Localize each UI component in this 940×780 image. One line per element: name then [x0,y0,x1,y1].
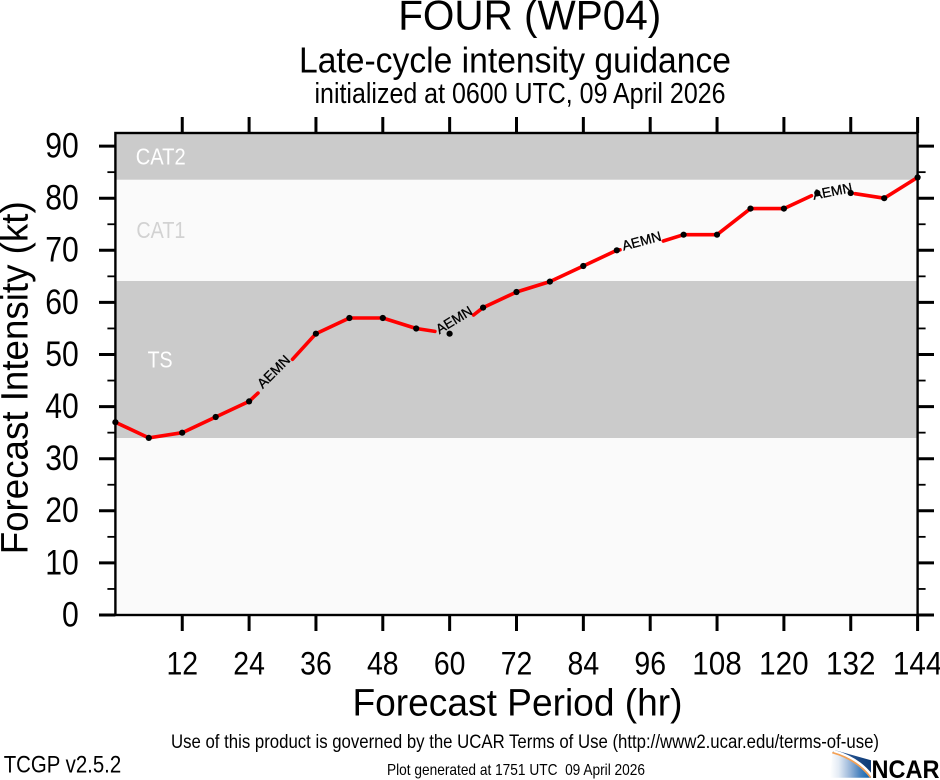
svg-text:initialized at 0600 UTC, 09 Ap: initialized at 0600 UTC, 09 April 2026 [315,78,726,110]
svg-text:CAT2: CAT2 [136,144,186,170]
svg-text:72: 72 [501,645,533,681]
svg-text:132: 132 [826,645,876,681]
svg-text:Forecast Period (hr): Forecast Period (hr) [353,682,683,724]
svg-text:Late-cycle intensity guidance: Late-cycle intensity guidance [299,39,731,80]
svg-text:70: 70 [45,231,79,270]
svg-text:30: 30 [45,439,79,478]
svg-text:60: 60 [434,645,466,681]
svg-text:10: 10 [45,543,79,582]
svg-text:108: 108 [692,645,742,681]
svg-text:Forecast Intensity (kt): Forecast Intensity (kt) [0,201,37,554]
svg-text:Use of this product is governe: Use of this product is governed by the U… [171,732,879,753]
svg-text:120: 120 [759,645,809,681]
svg-text:50: 50 [45,335,79,374]
svg-text:NCAR: NCAR [872,756,940,780]
svg-text:TS: TS [148,347,173,373]
svg-text:40: 40 [45,387,79,426]
svg-text:20: 20 [45,491,79,530]
svg-text:60: 60 [45,283,79,322]
svg-text:24: 24 [233,645,265,681]
svg-text:36: 36 [300,645,332,681]
svg-text:12: 12 [166,645,198,681]
svg-text:CAT1: CAT1 [136,217,185,243]
svg-text:84: 84 [568,645,600,681]
svg-text:144: 144 [893,645,940,681]
svg-text:80: 80 [45,179,79,218]
svg-text:96: 96 [634,645,666,681]
svg-text:0: 0 [62,595,79,634]
svg-text:TCGP v2.5.2: TCGP v2.5.2 [4,752,122,779]
svg-text:90: 90 [45,127,79,166]
svg-text:48: 48 [367,645,399,681]
svg-text:Plot generated at 1751 UTC 09: Plot generated at 1751 UTC 09 April 2026 [387,762,645,779]
svg-text:FOUR (WP04): FOUR (WP04) [398,0,661,38]
